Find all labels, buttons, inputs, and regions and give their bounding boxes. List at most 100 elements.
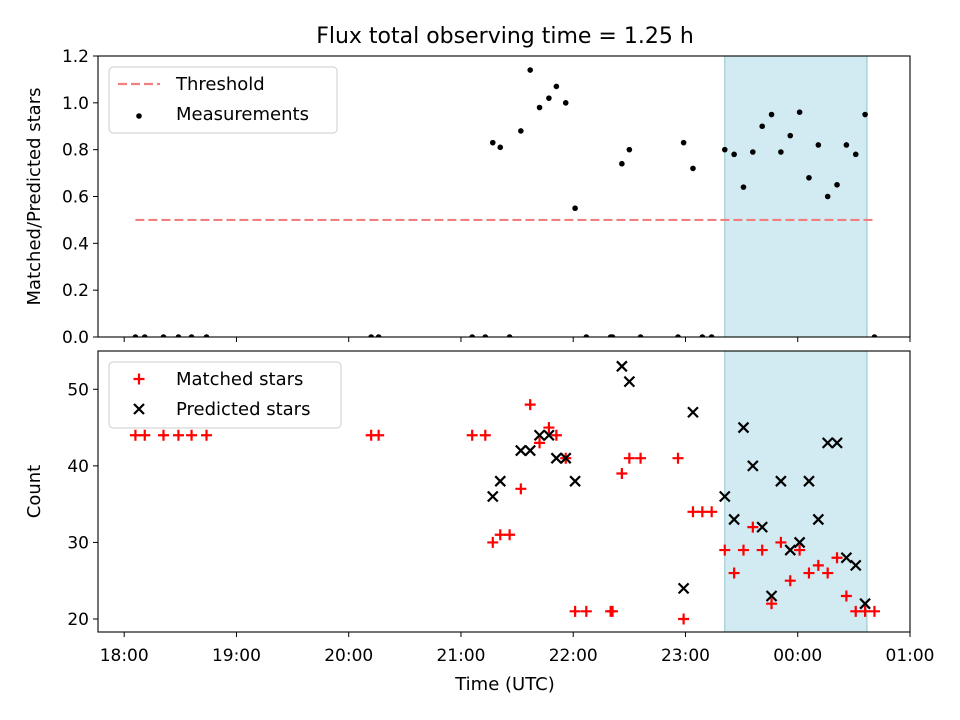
- y-tick-label: 50: [67, 380, 89, 400]
- measurement-point: [680, 139, 687, 146]
- measurement-point: [796, 109, 803, 115]
- legend-label: Measurements: [176, 104, 309, 125]
- measurement-point: [675, 334, 681, 337]
- predicted-star-point: [849, 559, 862, 572]
- measurement-point: [862, 111, 868, 118]
- matched-star-point: [831, 552, 843, 564]
- matched-star-point: [487, 536, 499, 548]
- matched-star-point: [822, 567, 834, 579]
- matched-star-point: [186, 429, 198, 441]
- matched-star-point: [466, 429, 478, 441]
- matched-star-point: [794, 544, 806, 556]
- matched-star-point: [504, 529, 516, 541]
- matched-star-point: [766, 598, 778, 610]
- measurement-point: [721, 146, 728, 153]
- measurement-point: [834, 181, 840, 188]
- legend-predicted-swatch: [133, 403, 145, 415]
- measurement-point: [843, 142, 850, 148]
- matched-star-point: [635, 452, 647, 464]
- measurement-point: [489, 139, 496, 146]
- matched-star-point: [687, 506, 699, 518]
- legend-measurement-swatch: [136, 113, 142, 119]
- measurement-point: [518, 128, 524, 134]
- measurement-point: [609, 334, 616, 337]
- axes-frame: [97, 350, 911, 633]
- measurement-point: [132, 334, 139, 337]
- predicted-star-point: [515, 444, 527, 457]
- predicted-star-point: [775, 475, 787, 487]
- matched-star-point: [850, 605, 862, 617]
- predicted-star-point: [821, 437, 834, 449]
- measurement-point: [160, 334, 167, 337]
- measurement-point: [824, 193, 831, 200]
- matched-star-point: [868, 605, 880, 617]
- y-axis-label: Matched/Predicted stars: [24, 88, 45, 306]
- matched-star-point: [719, 544, 731, 556]
- matched-star-point: [803, 567, 815, 579]
- measurement-point: [562, 100, 569, 106]
- predicted-star-point: [831, 437, 843, 449]
- measurement-point: [815, 142, 822, 148]
- predicted-star-point: [569, 475, 581, 487]
- matched-star-point: [840, 590, 852, 602]
- predicted-star-point: [859, 597, 871, 610]
- top-panel: 0.0 0.2 0.4 0.6 0.8 1.0 1.2 Matched/Predicted s…: [24, 47, 911, 348]
- matched-star-point: [678, 613, 690, 625]
- bottom-panel: 20 30 40 50 Count 18:00 19:00 20:00 21:00 22:00 23…: [24, 350, 935, 666]
- measurement-point: [203, 334, 210, 337]
- matched-star-point: [515, 483, 527, 495]
- legend-box: [108, 361, 342, 429]
- measurement-point: [527, 67, 533, 73]
- measurement-point: [759, 123, 765, 130]
- x-axis-label: Time (UTC): [454, 674, 555, 695]
- y-tick-label: 20: [67, 610, 89, 630]
- x-tick-label: 18:00: [100, 646, 149, 666]
- measurement-point: [740, 184, 747, 190]
- matched-star-point: [696, 506, 708, 518]
- measurement-point: [750, 149, 756, 155]
- predicted-star-point: [747, 460, 759, 472]
- measurement-point: [626, 146, 633, 153]
- measurement-point: [731, 151, 737, 158]
- predicted-star-point: [623, 375, 636, 388]
- matched-star-point: [543, 422, 555, 434]
- predicted-star-point: [728, 513, 740, 526]
- predicted-star-point: [494, 475, 507, 487]
- legend-box: [108, 66, 338, 134]
- matched-star-point: [550, 429, 562, 441]
- predicted-star-point: [737, 421, 750, 434]
- predicted-star-point: [756, 521, 768, 533]
- matched-star-point: [784, 575, 796, 587]
- matched-star-point: [672, 452, 684, 464]
- highlight-window: [724, 350, 868, 633]
- x-tick-label: 20:00: [324, 646, 373, 666]
- measurement-point: [469, 334, 475, 337]
- predicted-star-point: [803, 475, 815, 487]
- measurement-point: [871, 334, 878, 337]
- predicted-star-point: [718, 490, 731, 503]
- predicted-star-point: [486, 490, 499, 503]
- y-tick-label: 1.0: [62, 94, 89, 114]
- x-tick-label: 19:00: [212, 646, 261, 666]
- predicted-star-point: [533, 429, 546, 442]
- x-tick-label: 21:00: [436, 646, 485, 666]
- predicted-star-point: [793, 536, 806, 549]
- matched-star-point: [129, 429, 141, 441]
- measurement-point: [708, 334, 715, 337]
- measurement-point: [506, 334, 513, 337]
- y-tick-label: 0.0: [62, 328, 89, 348]
- matched-star-point: [373, 429, 385, 441]
- x-tick-label: 01:00: [886, 646, 935, 666]
- matched-star-point: [812, 559, 824, 571]
- matched-star-point: [569, 605, 581, 617]
- measurement-point: [497, 144, 504, 151]
- matched-star-point: [607, 605, 619, 617]
- measurement-point: [536, 104, 543, 111]
- measurement-point: [778, 149, 784, 155]
- legend-label: Matched stars: [176, 369, 303, 390]
- x-tick-label: 22:00: [549, 646, 598, 666]
- legend-label: Threshold: [175, 74, 265, 95]
- predicted-star-point: [812, 513, 825, 526]
- measurement-point: [188, 334, 195, 337]
- predicted-star-point: [543, 429, 555, 442]
